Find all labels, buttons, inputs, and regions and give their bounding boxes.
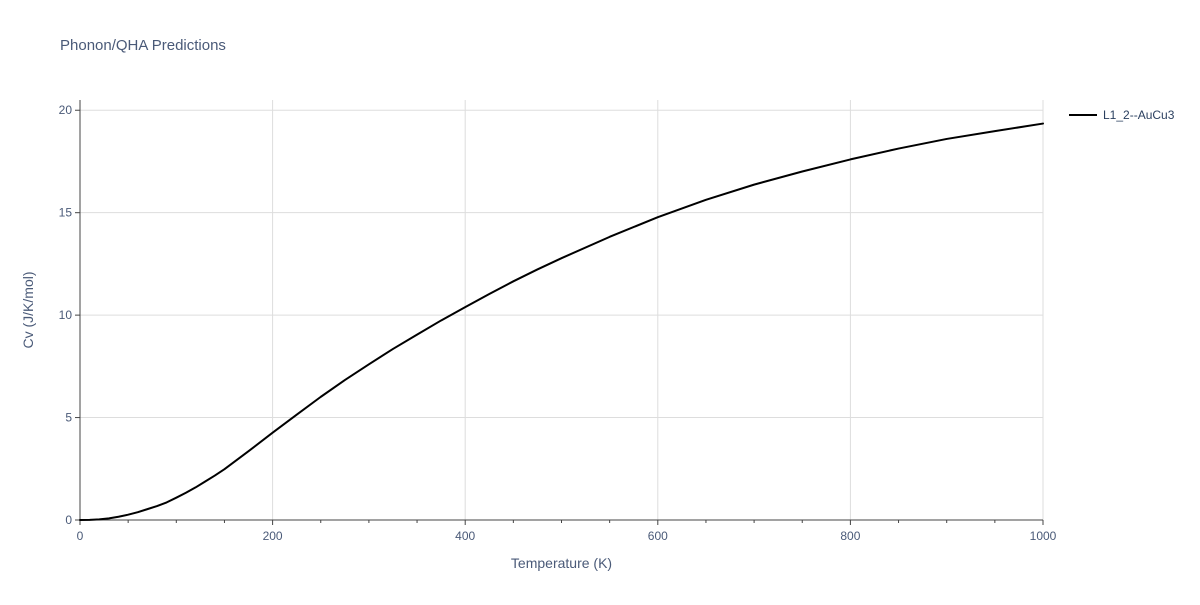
legend[interactable]: L1_2--AuCu3: [1069, 108, 1175, 122]
x-tick-label: 800: [840, 529, 860, 543]
series-layer: [79, 122, 1044, 521]
y-axis-title: Cv (J/K/mol): [20, 272, 36, 349]
x-axis-title: Temperature (K): [511, 555, 612, 571]
plot-background: [80, 100, 1043, 520]
x-tick-label: 600: [648, 529, 668, 543]
y-tick-label: 5: [65, 411, 72, 425]
y-tick-label: 10: [59, 308, 73, 322]
grid-lines: [80, 100, 1044, 520]
chart-title: Phonon/QHA Predictions: [60, 37, 226, 54]
axes: 0 200 400 600 800 1000 0 5 10 15 20: [59, 100, 1057, 543]
x-tick-label: 0: [77, 529, 84, 543]
x-tick-label: 400: [455, 529, 475, 543]
x-tick-label: 200: [263, 529, 283, 543]
series-line-0[interactable]: [79, 122, 1044, 521]
y-tick-label: 0: [65, 513, 72, 527]
y-tick-label: 15: [59, 206, 73, 220]
y-tick-label: 20: [59, 103, 73, 117]
legend-label-l1-2-aucu3: L1_2--AuCu3: [1103, 108, 1175, 122]
x-tick-label: 1000: [1030, 529, 1057, 543]
